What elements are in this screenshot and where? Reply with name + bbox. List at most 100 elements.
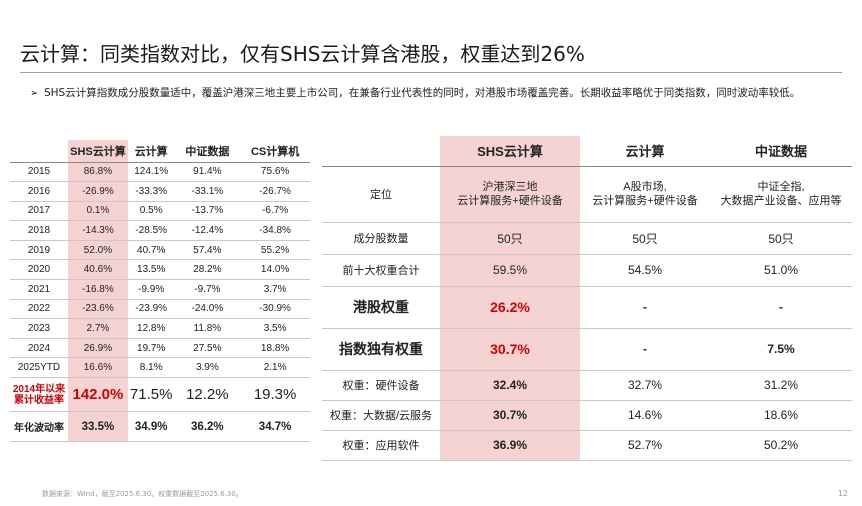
value-cell: -9.7%	[174, 279, 241, 300]
value-cell: 54.5%	[580, 254, 710, 287]
table-row: 2015 86.8% 124.1% 91.4% 75.6%	[10, 162, 310, 183]
value-cell: 40.7%	[127, 240, 175, 261]
row-label: 定位	[322, 166, 440, 223]
header-cell: 中证数据	[174, 140, 241, 163]
value-cell: 86.8%	[67, 162, 128, 183]
value-cell: 32.4%	[440, 370, 580, 401]
header-cell: 中证数据	[710, 136, 852, 167]
value-cell: 142.0%	[67, 377, 128, 413]
value-cell: -26.7%	[240, 181, 310, 202]
table-header-row: SHS云计算 云计算 中证数据 CS计算机	[10, 140, 310, 163]
value-cell: -33.3%	[127, 181, 175, 202]
value-cell: 55.2%	[240, 240, 310, 261]
value-cell: 50.2%	[710, 430, 852, 461]
value-cell: -23.9%	[127, 299, 175, 320]
year-cell: 2018	[10, 220, 68, 241]
year-cell: 2024	[10, 338, 68, 359]
value-cell: -28.5%	[127, 220, 175, 241]
page-number: 12	[837, 489, 848, 498]
value-cell: 75.6%	[240, 162, 310, 183]
year-cell: 2021	[10, 279, 68, 300]
value-cell: -34.8%	[240, 220, 310, 241]
table-row: 2019 52.0% 40.7% 57.4% 55.2%	[10, 240, 310, 261]
value-cell: 30.7%	[440, 328, 580, 371]
year-cell: 2015	[10, 162, 68, 183]
value-cell: 0.1%	[67, 201, 128, 222]
value-cell: 18.6%	[710, 400, 852, 431]
table-header-row: SHS云计算 云计算 中证数据	[322, 136, 852, 167]
table-row: 港股权重 26.2% - -	[322, 286, 852, 329]
value-cell: 40.6%	[67, 259, 128, 281]
summary-bullet: ➢ SHS云计算指数成分股数量适中，覆盖沪港深三地主要上市公司，在兼备行业代表性…	[30, 84, 844, 103]
value-cell: 3.7%	[240, 279, 310, 300]
value-cell: 34.9%	[127, 411, 175, 443]
volatility-row: 年化波动率 33.5% 34.9% 36.2% 34.7%	[10, 411, 310, 443]
index-profile-table: SHS云计算 云计算 中证数据 定位 沪港深三地 云计算服务+硬件设备 A股市场…	[322, 136, 852, 461]
year-cell: 2025YTD	[10, 357, 68, 379]
table-row: 2022 -23.6% -23.9% -24.0% -30.9%	[10, 299, 310, 320]
table-row: 指数独有权重 30.7% - 7.5%	[322, 328, 852, 371]
value-cell: 16.6%	[67, 357, 128, 379]
value-cell: -	[710, 286, 852, 329]
year-cell: 2022	[10, 299, 68, 320]
value-cell: 52.0%	[67, 240, 128, 261]
value-cell: 50只	[580, 222, 710, 255]
table-row: 权重：大数据/云服务 30.7% 14.6% 18.6%	[322, 400, 852, 431]
row-label: 指数独有权重	[322, 328, 440, 371]
table-row: 2016 -26.9% -33.3% -33.1% -26.7%	[10, 181, 310, 202]
value-cell: 91.4%	[174, 162, 241, 183]
value-cell: 12.2%	[174, 377, 241, 413]
row-label: 成分股数量	[322, 222, 440, 255]
value-cell: 31.2%	[710, 370, 852, 401]
year-cell: 2023	[10, 318, 68, 339]
header-cell: SHS云计算	[67, 140, 128, 163]
value-cell: 19.7%	[127, 338, 175, 359]
value-cell: -16.8%	[67, 279, 128, 300]
value-cell: -23.6%	[67, 299, 128, 320]
cumulative-return-row: 2014年以来 累计收益率 142.0% 71.5% 12.2% 19.3%	[10, 377, 310, 413]
value-cell: 26.2%	[440, 286, 580, 329]
value-cell: 3.5%	[240, 318, 310, 339]
header-cell: 云计算	[580, 136, 710, 167]
value-cell: 33.5%	[67, 411, 128, 443]
table-row: 成分股数量 50只 50只 50只	[322, 222, 852, 255]
value-cell: 12.8%	[127, 318, 175, 339]
value-cell: 59.5%	[440, 254, 580, 287]
volatility-label: 年化波动率	[10, 411, 68, 443]
year-cell: 2016	[10, 181, 68, 202]
value-cell: 32.7%	[580, 370, 710, 401]
value-cell: 8.1%	[127, 357, 175, 379]
table-row: 定位 沪港深三地 云计算服务+硬件设备 A股市场, 云计算服务+硬件设备 中证全…	[322, 166, 852, 223]
value-cell: -	[580, 328, 710, 371]
table-row: 2020 40.6% 13.5% 28.2% 14.0%	[10, 259, 310, 281]
value-cell: 2.7%	[67, 318, 128, 339]
value-cell: 2.1%	[240, 357, 310, 379]
value-cell: 34.7%	[240, 411, 310, 443]
value-cell: -33.1%	[174, 181, 241, 202]
year-cell: 2017	[10, 201, 68, 222]
year-cell: 2019	[10, 240, 68, 261]
value-cell: 13.5%	[127, 259, 175, 281]
source-note: 数据来源：Wind，截至2025.6.30。权重数据截至2025.6.30。	[42, 490, 243, 498]
page-title: 云计算：同类指数对比，仅有SHS云计算含港股，权重达到26%	[20, 42, 585, 66]
value-cell: -30.9%	[240, 299, 310, 320]
header-cell	[10, 140, 68, 163]
value-cell: 7.5%	[710, 328, 852, 371]
header-cell	[322, 136, 440, 167]
value-cell: -13.7%	[174, 201, 241, 222]
table-row: 2017 0.1% 0.5% -13.7% -6.7%	[10, 201, 310, 222]
value-cell: 71.5%	[127, 377, 175, 413]
annual-returns-table: SHS云计算 云计算 中证数据 CS计算机 2015 86.8% 124.1% 91.…	[10, 140, 310, 443]
value-cell: A股市场, 云计算服务+硬件设备	[580, 166, 710, 223]
header-cell: CS计算机	[240, 140, 310, 163]
row-label: 权重：应用软件	[322, 430, 440, 461]
table-row: 前十大权重合计 59.5% 54.5% 51.0%	[322, 254, 852, 287]
value-cell: 18.8%	[240, 338, 310, 359]
table-row: 2023 2.7% 12.8% 11.8% 3.5%	[10, 318, 310, 339]
arrow-bullet-icon: ➢	[30, 88, 39, 99]
value-cell: -14.3%	[67, 220, 128, 241]
value-cell: 中证全指, 大数据产业设备、应用等	[710, 166, 852, 223]
row-label: 港股权重	[322, 286, 440, 329]
value-cell: -	[580, 286, 710, 329]
value-cell: 14.6%	[580, 400, 710, 431]
